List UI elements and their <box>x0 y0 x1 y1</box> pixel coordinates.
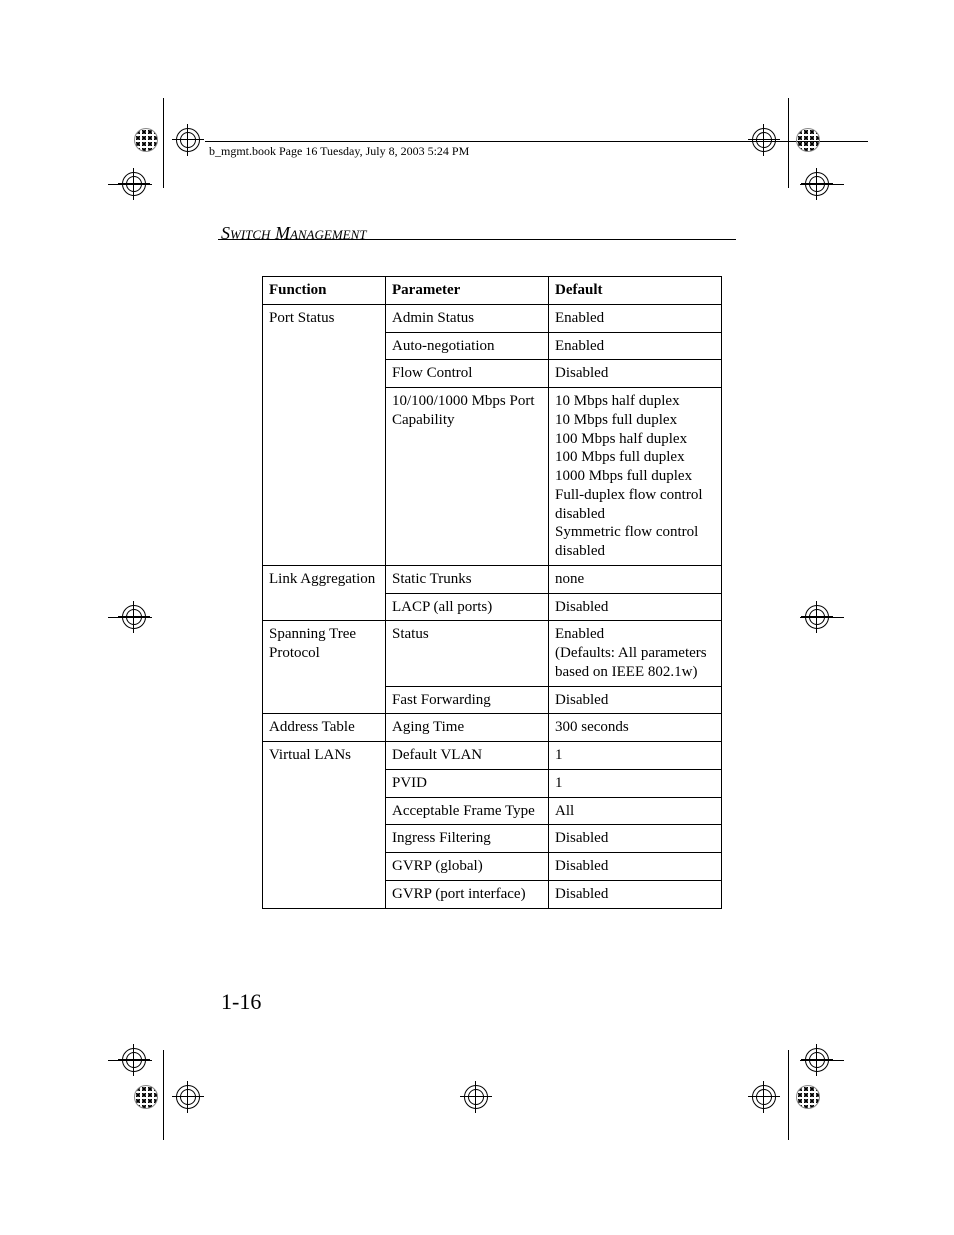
cell-default: Disabled <box>549 880 722 908</box>
cell-default: Disabled <box>549 853 722 881</box>
cell-function <box>263 593 386 621</box>
cell-function: Link Aggregation <box>263 565 386 593</box>
cell-function <box>263 360 386 388</box>
registration-mark-icon <box>122 172 146 196</box>
table-row: Ingress FilteringDisabled <box>263 825 722 853</box>
cell-default: 300 seconds <box>549 714 722 742</box>
table-row: GVRP (global)Disabled <box>263 853 722 881</box>
cell-function <box>263 797 386 825</box>
cell-parameter: 10/100/1000 Mbps Port Capability <box>386 388 549 566</box>
cell-parameter: PVID <box>386 769 549 797</box>
col-function: Function <box>263 277 386 305</box>
table-row: GVRP (port interface)Disabled <box>263 880 722 908</box>
registration-mark-icon <box>752 128 776 152</box>
table-row: Spanning Tree ProtocolStatusEnabled (Def… <box>263 621 722 686</box>
registration-mark-icon <box>805 1048 829 1072</box>
section-heading: Switch Management <box>221 223 367 244</box>
cell-function <box>263 880 386 908</box>
cell-default: Enabled <box>549 332 722 360</box>
table-body: Port StatusAdmin StatusEnabled Auto-nego… <box>263 304 722 908</box>
table-row: Acceptable Frame TypeAll <box>263 797 722 825</box>
crop-line <box>163 1050 164 1140</box>
halftone-dot-icon <box>134 128 158 152</box>
cell-function: Address Table <box>263 714 386 742</box>
cell-function <box>263 388 386 566</box>
cell-parameter: Admin Status <box>386 304 549 332</box>
table-row: Auto-negotiationEnabled <box>263 332 722 360</box>
cell-default: All <box>549 797 722 825</box>
cell-parameter: Acceptable Frame Type <box>386 797 549 825</box>
halftone-dot-icon <box>134 1085 158 1109</box>
cell-default: Disabled <box>549 593 722 621</box>
cell-default: Enabled <box>549 304 722 332</box>
cell-default: none <box>549 565 722 593</box>
page-number: 1-16 <box>221 989 261 1015</box>
table-row: Virtual LANsDefault VLAN1 <box>263 742 722 770</box>
cell-function <box>263 769 386 797</box>
cell-default: Enabled (Defaults: All parameters based … <box>549 621 722 686</box>
col-parameter: Parameter <box>386 277 549 305</box>
defaults-table: Function Parameter Default Port StatusAd… <box>262 276 722 909</box>
cell-parameter: Auto-negotiation <box>386 332 549 360</box>
defaults-table-container: Function Parameter Default Port StatusAd… <box>262 276 722 909</box>
cell-parameter: Ingress Filtering <box>386 825 549 853</box>
registration-mark-icon <box>176 1085 200 1109</box>
cell-parameter: GVRP (port interface) <box>386 880 549 908</box>
cell-default: Disabled <box>549 360 722 388</box>
cell-function <box>263 332 386 360</box>
registration-mark-icon <box>805 172 829 196</box>
cell-parameter: Flow Control <box>386 360 549 388</box>
cell-parameter: Fast Forwarding <box>386 686 549 714</box>
cell-default: 1 <box>549 742 722 770</box>
cell-function: Port Status <box>263 304 386 332</box>
registration-mark-icon <box>464 1085 488 1109</box>
table-row: 10/100/1000 Mbps Port Capability10 Mbps … <box>263 388 722 566</box>
table-row: Fast ForwardingDisabled <box>263 686 722 714</box>
registration-mark-icon <box>122 605 146 629</box>
registration-mark-icon <box>176 128 200 152</box>
table-row: Address TableAging Time300 seconds <box>263 714 722 742</box>
table-row: Link AggregationStatic Trunksnone <box>263 565 722 593</box>
cell-parameter: GVRP (global) <box>386 853 549 881</box>
cell-default: Disabled <box>549 686 722 714</box>
cell-function <box>263 686 386 714</box>
cell-default: 1 <box>549 769 722 797</box>
cell-parameter: Status <box>386 621 549 686</box>
cell-function: Virtual LANs <box>263 742 386 770</box>
crop-line <box>788 1050 789 1140</box>
registration-mark-icon <box>752 1085 776 1109</box>
halftone-dot-icon <box>796 128 820 152</box>
cell-parameter: Aging Time <box>386 714 549 742</box>
cell-parameter: Default VLAN <box>386 742 549 770</box>
cell-default: Disabled <box>549 825 722 853</box>
cell-function <box>263 825 386 853</box>
crop-line <box>163 98 164 188</box>
col-default: Default <box>549 277 722 305</box>
table-header-row: Function Parameter Default <box>263 277 722 305</box>
cell-default: 10 Mbps half duplex 10 Mbps full duplex … <box>549 388 722 566</box>
registration-mark-icon <box>805 605 829 629</box>
cell-parameter: LACP (all ports) <box>386 593 549 621</box>
book-header-line: b_mgmt.book Page 16 Tuesday, July 8, 200… <box>209 144 469 159</box>
crop-line <box>788 98 789 188</box>
table-row: LACP (all ports)Disabled <box>263 593 722 621</box>
cell-function: Spanning Tree Protocol <box>263 621 386 686</box>
cell-function <box>263 853 386 881</box>
heading-rule <box>218 239 736 240</box>
registration-mark-icon <box>122 1048 146 1072</box>
cell-parameter: Static Trunks <box>386 565 549 593</box>
halftone-dot-icon <box>796 1085 820 1109</box>
table-row: PVID1 <box>263 769 722 797</box>
page: b_mgmt.book Page 16 Tuesday, July 8, 200… <box>0 0 954 1235</box>
table-row: Flow ControlDisabled <box>263 360 722 388</box>
table-row: Port StatusAdmin StatusEnabled <box>263 304 722 332</box>
